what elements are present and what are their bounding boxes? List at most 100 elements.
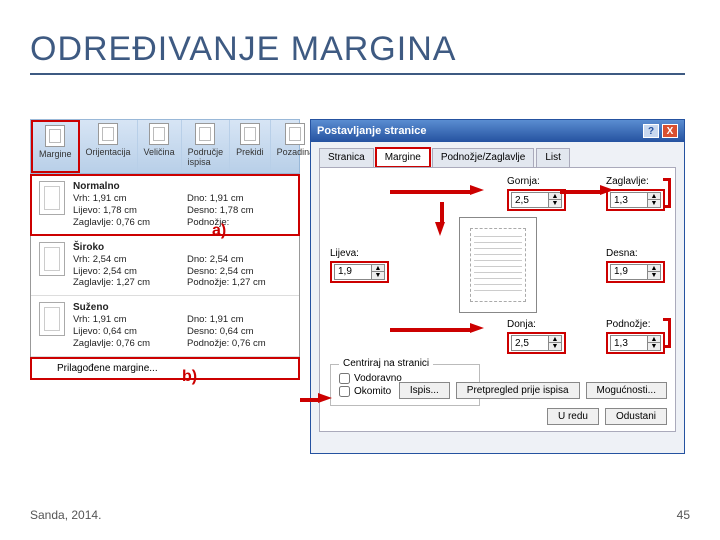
spin-up-icon[interactable]: ▲ — [648, 336, 660, 343]
spin-up-icon[interactable]: ▲ — [549, 336, 561, 343]
input-donja[interactable] — [512, 338, 548, 349]
label-zaglavlje: Zaglavlje: — [606, 176, 665, 187]
ribbon-label: Margine — [39, 149, 72, 159]
spin-down-icon[interactable]: ▼ — [648, 272, 660, 279]
orientation-icon — [98, 123, 118, 145]
spin-down-icon[interactable]: ▼ — [549, 343, 561, 350]
arrow-right-icon — [318, 393, 332, 403]
spin-down-icon[interactable]: ▼ — [648, 343, 660, 350]
tab-sheet[interactable]: List — [536, 148, 570, 167]
label-gornja: Gornja: — [507, 176, 566, 187]
label-vertical: Okomito — [354, 386, 391, 397]
label-donja: Donja: — [507, 319, 566, 330]
print-button[interactable]: Ispis... — [399, 382, 450, 399]
help-button[interactable]: ? — [643, 124, 659, 138]
page-icon — [39, 242, 65, 276]
preset-normal[interactable]: Normalno Vrh: 1,91 cmDno: 1,91 cm Lijevo… — [31, 175, 299, 236]
arrow-down-icon — [435, 222, 445, 236]
annotation-a: a) — [212, 222, 226, 240]
label-horizontal: Vodoravno — [354, 373, 402, 384]
field-lijeva: Lijeva: ▲▼ — [330, 248, 389, 283]
preset-text: Široko Vrh: 2,54 cmDno: 2,54 cm Lijevo: … — [73, 242, 291, 290]
spinner-desna[interactable]: ▲▼ — [610, 264, 661, 280]
spin-down-icon[interactable]: ▼ — [372, 272, 384, 279]
input-zaglavlje[interactable] — [611, 195, 647, 206]
preset-text: Suženo Vrh: 1,91 cmDno: 1,91 cm Lijevo: … — [73, 302, 291, 350]
dialog-body: Gornja: ▲▼ Zaglavlje: ▲▼ Lijeva: — [319, 167, 676, 432]
custom-margins-label: Prilagođene margine... — [57, 363, 158, 374]
page-setup-dialog: Postavljanje stranice ? X Stranica Margi… — [310, 119, 685, 454]
ok-button[interactable]: U redu — [547, 408, 599, 425]
spin-down-icon[interactable]: ▼ — [549, 200, 561, 207]
footer-author: Sanda, 2014. — [30, 508, 101, 522]
ribbon-page-layout: Margine Orijentacija Veličina Područje i… — [30, 119, 300, 174]
ribbon-size-button[interactable]: Veličina — [138, 120, 182, 173]
spin-down-icon[interactable]: ▼ — [648, 200, 660, 207]
preset-narrow[interactable]: Suženo Vrh: 1,91 cmDno: 1,91 cm Lijevo: … — [31, 296, 299, 357]
ribbon-orientation-button[interactable]: Orijentacija — [80, 120, 138, 173]
bracket-icon — [663, 178, 671, 208]
preset-custom-margins[interactable]: Prilagođene margine... — [31, 357, 299, 379]
dialog-tabs: Stranica Margine Podnožje/Zaglavlje List — [311, 142, 684, 167]
spinner-zaglavlje[interactable]: ▲▼ — [610, 192, 661, 208]
ribbon-label: Veličina — [144, 147, 175, 157]
ribbon-print-area-button[interactable]: Područje ispisa — [182, 120, 231, 173]
input-lijeva[interactable] — [335, 266, 371, 277]
margins-icon — [45, 125, 65, 147]
tab-page[interactable]: Stranica — [319, 148, 374, 167]
spinner-lijeva[interactable]: ▲▼ — [334, 264, 385, 280]
close-button[interactable]: X — [662, 124, 678, 138]
arrow-shaft — [390, 190, 470, 194]
spin-up-icon[interactable]: ▲ — [372, 265, 384, 272]
arrow-right-icon — [600, 185, 614, 195]
arrow-shaft — [300, 398, 318, 402]
spinner-podnozje[interactable]: ▲▼ — [610, 335, 661, 351]
cancel-button[interactable]: Odustani — [605, 408, 667, 425]
ribbon-label: Područje ispisa — [188, 147, 224, 167]
page-preview — [459, 217, 537, 313]
bracket-icon — [663, 318, 671, 348]
arrow-right-icon — [470, 323, 484, 333]
label-desna: Desna: — [606, 248, 665, 259]
options-button[interactable]: Mogućnosti... — [586, 382, 667, 399]
ribbon-margins-button[interactable]: Margine — [31, 120, 80, 173]
dialog-title: Postavljanje stranice — [317, 125, 426, 137]
annotation-b: b) — [182, 368, 197, 386]
checkbox-vertical[interactable] — [339, 386, 350, 397]
spinner-gornja[interactable]: ▲▼ — [511, 192, 562, 208]
background-icon — [285, 123, 305, 145]
spin-up-icon[interactable]: ▲ — [648, 265, 660, 272]
ribbon-label: Orijentacija — [86, 147, 131, 157]
tab-header-footer[interactable]: Podnožje/Zaglavlje — [432, 148, 535, 167]
dialog-titlebar[interactable]: Postavljanje stranice ? X — [311, 120, 684, 142]
page-icon — [39, 181, 65, 215]
slide-number: 45 — [677, 508, 690, 522]
input-podnozje[interactable] — [611, 338, 647, 349]
action-buttons-row1: Ispis... Pretpregled prije ispisa Mogućn… — [399, 382, 667, 399]
label-lijeva: Lijeva: — [330, 248, 389, 259]
group-legend: Centriraj na stranici — [339, 358, 433, 369]
input-gornja[interactable] — [512, 195, 548, 206]
spin-up-icon[interactable]: ▲ — [648, 193, 660, 200]
ribbon-label: Prekidi — [236, 147, 264, 157]
print-preview-button[interactable]: Pretpregled prije ispisa — [456, 382, 580, 399]
field-desna: Desna: ▲▼ — [606, 248, 665, 283]
tab-margins[interactable]: Margine — [376, 148, 430, 167]
action-buttons-row2: U redu Odustani — [547, 408, 667, 425]
ribbon-label: Pozadina — [277, 147, 315, 157]
slide-title: ODREĐIVANJE MARGINA — [30, 30, 685, 75]
arrow-right-icon — [470, 185, 484, 195]
input-desna[interactable] — [611, 266, 647, 277]
preset-wide[interactable]: Široko Vrh: 2,54 cmDno: 2,54 cm Lijevo: … — [31, 236, 299, 297]
spinner-donja[interactable]: ▲▼ — [511, 335, 562, 351]
arrow-shaft — [560, 190, 600, 194]
spin-up-icon[interactable]: ▲ — [549, 193, 561, 200]
field-donja: Donja: ▲▼ — [507, 319, 566, 354]
margins-presets-dropdown: Normalno Vrh: 1,91 cmDno: 1,91 cm Lijevo… — [30, 174, 300, 380]
ribbon-breaks-button[interactable]: Prekidi — [230, 120, 271, 173]
checkbox-horizontal[interactable] — [339, 373, 350, 384]
breaks-icon — [240, 123, 260, 145]
field-gornja: Gornja: ▲▼ — [507, 176, 566, 211]
field-podnozje: Podnožje: ▲▼ — [606, 319, 665, 354]
arrow-shaft — [390, 328, 470, 332]
